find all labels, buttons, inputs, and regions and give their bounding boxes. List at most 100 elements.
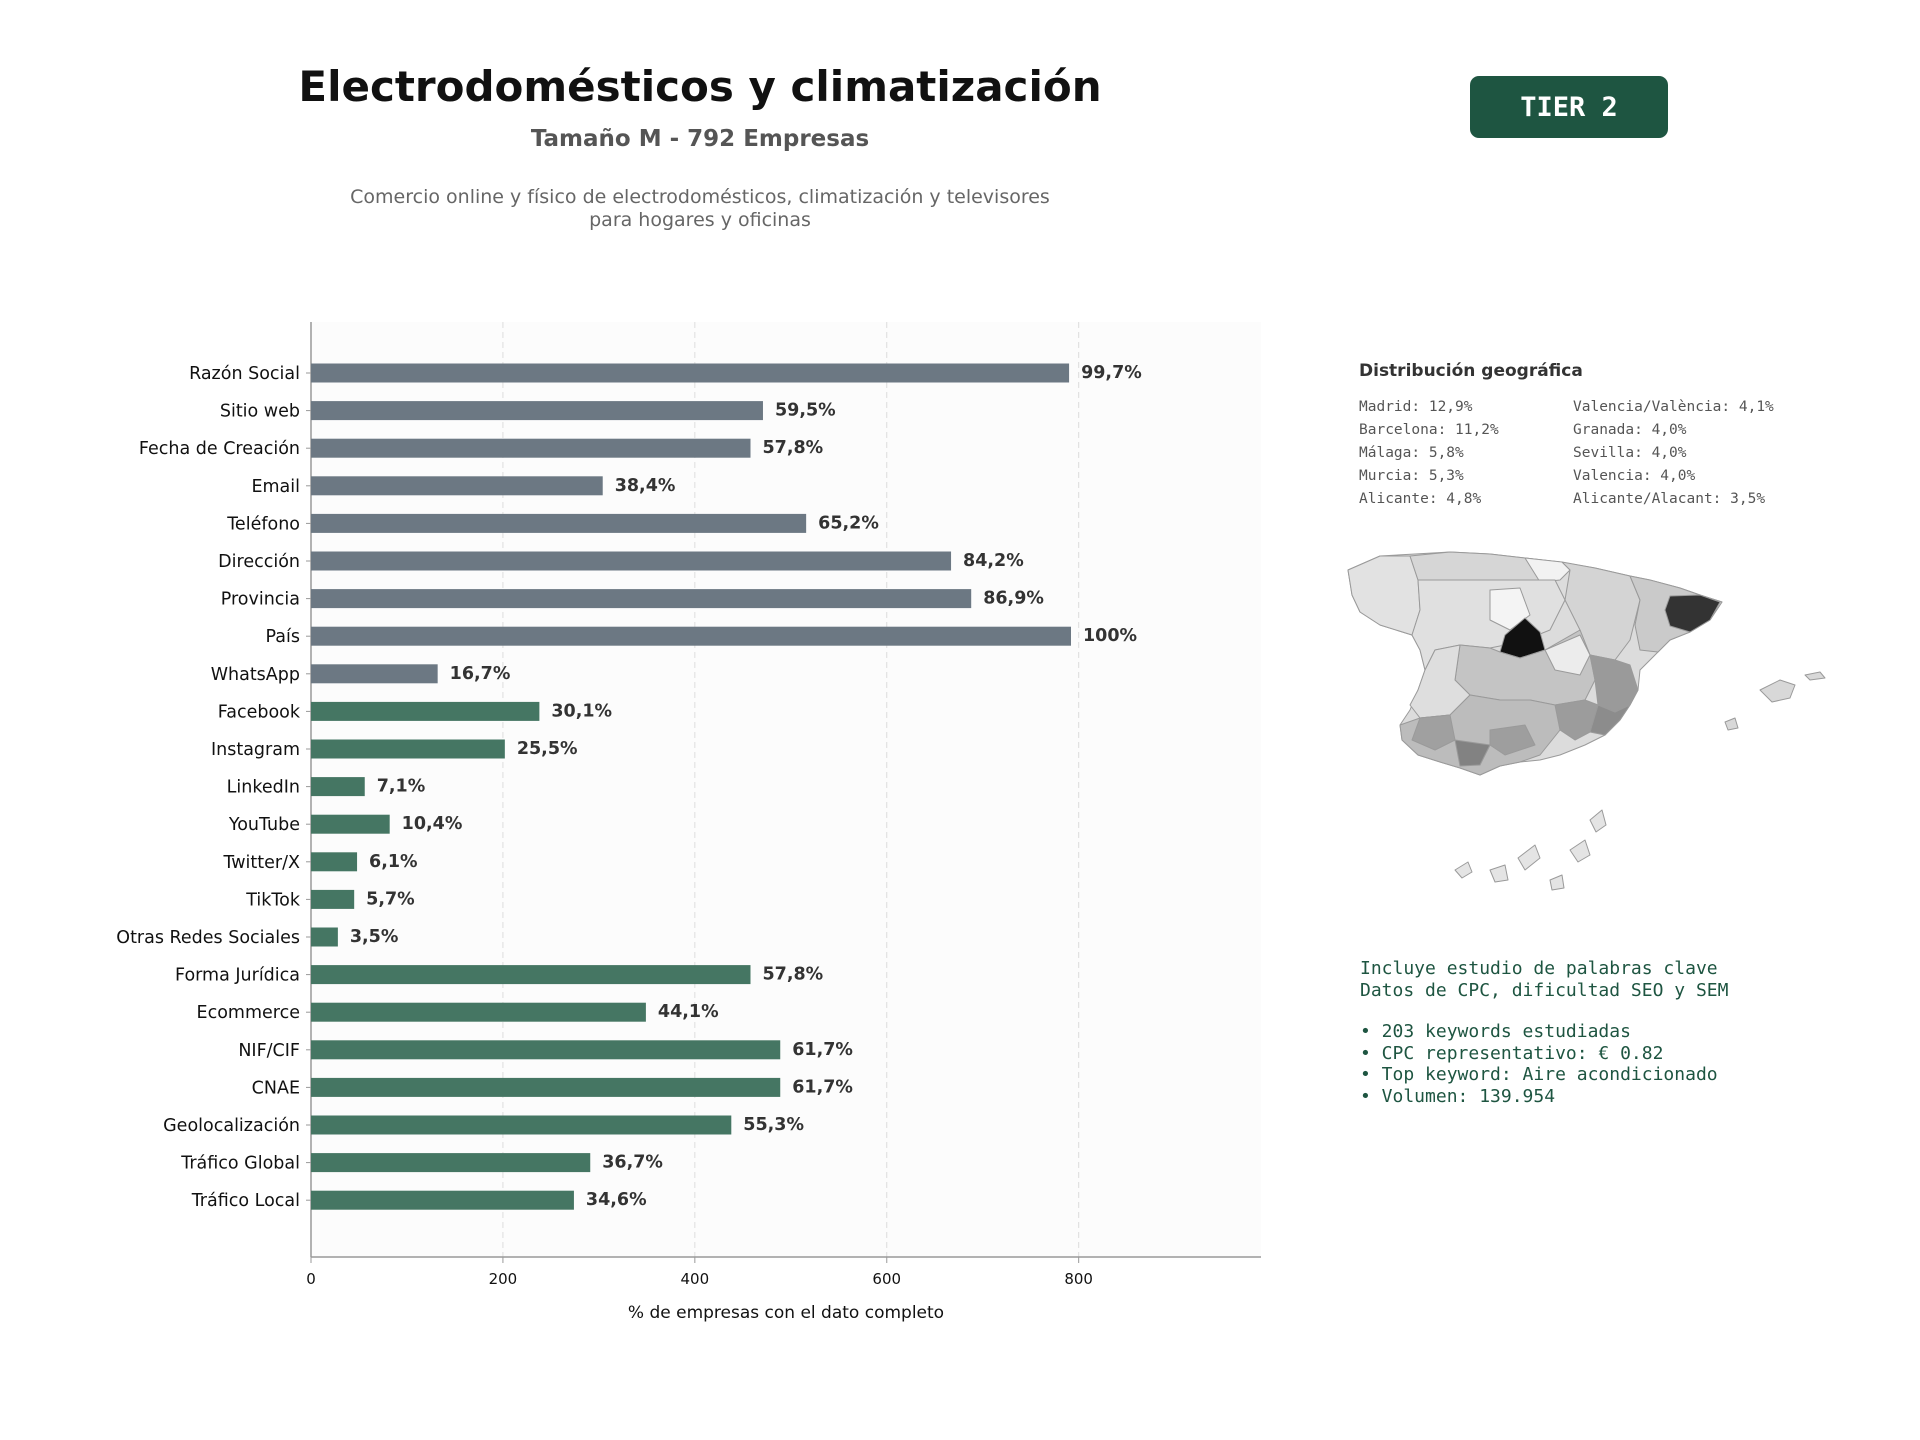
barcelona-province: [1664, 594, 1721, 633]
bar: [311, 551, 952, 571]
completeness-bar-chart: 0 200 400 600 800 % de empresas con el dato c…: [116, 322, 1261, 1323]
bar: [311, 1002, 646, 1022]
data-label: 59,5%: [775, 401, 836, 421]
category-label: Tráfico Global: [180, 1154, 300, 1174]
data-label: 16,7%: [450, 664, 511, 684]
page-subtitle: Tamaño M - 792 Empresas: [530, 126, 870, 152]
data-label: 7,1%: [377, 777, 426, 797]
data-label: 65,2%: [818, 513, 879, 533]
geo-item: Málaga: 5,8%: [1359, 445, 1464, 461]
category-label: CNAE: [252, 1078, 300, 1098]
page-title: Electrodomésticos y climatización: [298, 62, 1102, 111]
bar: [311, 438, 751, 458]
bar: [311, 701, 540, 721]
geo-distribution-list: Madrid: 12,9% Valencia/València: 4,1% Ba…: [1359, 399, 1803, 507]
bar: [311, 814, 390, 834]
data-label: 44,1%: [658, 1002, 719, 1022]
data-label: 5,7%: [366, 889, 415, 909]
x-tick-label: 600: [872, 1270, 901, 1288]
category-label: Teléfono: [226, 514, 300, 534]
pais-vasco-region: [1524, 557, 1571, 583]
category-label: Razón Social: [189, 364, 300, 384]
data-label: 99,7%: [1081, 363, 1142, 383]
data-label: 55,3%: [743, 1115, 804, 1135]
geo-item: Valencia/València: 4,1%: [1573, 399, 1774, 415]
keyword-study-line: Datos de CPC, dificultad SEO y SEM: [1360, 979, 1729, 1001]
category-label: Forma Jurídica: [175, 966, 300, 986]
bar: [311, 1153, 591, 1173]
andalucia-region: [1399, 694, 1561, 776]
bar: [311, 626, 1071, 646]
category-label: Facebook: [218, 702, 301, 722]
bar: [311, 1077, 781, 1097]
bar: [311, 476, 603, 496]
geo-item: Granada: 4,0%: [1573, 422, 1687, 438]
x-tick-label: 800: [1064, 1270, 1093, 1288]
bar: [311, 777, 365, 797]
bar: [311, 1040, 781, 1060]
spain-choropleth-map: [1347, 551, 1826, 891]
bar: [311, 1115, 732, 1135]
data-label: 84,2%: [963, 551, 1024, 571]
x-axis-label: % de empresas con el dato completo: [628, 1303, 944, 1323]
data-label: 25,5%: [517, 739, 578, 759]
minorca-island: [1804, 671, 1826, 681]
category-label: Fecha de Creación: [139, 439, 300, 459]
geo-item: Alicante/Alacant: 3,5%: [1573, 491, 1766, 507]
data-label: 100%: [1083, 626, 1137, 646]
category-label: Twitter/X: [222, 853, 300, 873]
data-label: 57,8%: [762, 965, 823, 985]
keyword-bullet: • Volumen: 139.954: [1360, 1085, 1556, 1107]
tier-badge: TIER 2: [1470, 76, 1668, 138]
data-label: 61,7%: [792, 1077, 853, 1097]
bar: [311, 363, 1070, 383]
category-label: LinkedIn: [227, 778, 300, 798]
granada-province: [1489, 724, 1536, 756]
x-tick-label: 200: [489, 1270, 518, 1288]
category-label: Sitio web: [220, 402, 300, 422]
geo-item: Madrid: 12,9%: [1359, 399, 1473, 415]
category-label: Geolocalización: [163, 1116, 300, 1136]
cuenca-province: [1544, 634, 1591, 676]
category-label: WhatsApp: [211, 665, 300, 685]
x-tick-label: 0: [306, 1270, 316, 1288]
geo-distribution-title: Distribución geográfica: [1359, 361, 1583, 381]
geo-item: Sevilla: 4,0%: [1573, 445, 1687, 461]
bar: [311, 889, 355, 909]
data-label: 34,6%: [586, 1190, 647, 1210]
bar: [311, 739, 505, 759]
x-tick-label: 400: [681, 1270, 710, 1288]
malaga-province: [1454, 739, 1491, 767]
sector-description: Comercio online y físico de electrodomés…: [350, 186, 1050, 231]
geo-item: Barcelona: 11,2%: [1359, 422, 1499, 438]
keyword-bullet: • 203 keywords estudiadas: [1360, 1021, 1631, 1042]
geo-item: Valencia: 4,0%: [1573, 468, 1696, 484]
category-label: Instagram: [211, 740, 300, 760]
data-label: 6,1%: [369, 852, 418, 872]
bar: [311, 401, 763, 421]
bar: [311, 589, 972, 609]
bar: [311, 965, 751, 985]
category-label: TikTok: [245, 890, 301, 910]
category-label: Provincia: [221, 590, 300, 610]
category-label: Dirección: [218, 552, 300, 572]
balearic-islands: [1759, 679, 1796, 703]
geo-item: Murcia: 5,3%: [1359, 468, 1464, 484]
data-label: 10,4%: [402, 814, 463, 834]
keyword-study-block: Incluye estudio de palabras clave Datos …: [1360, 958, 1728, 1107]
canary-islands: [1454, 809, 1607, 891]
data-label: 3,5%: [350, 927, 399, 947]
category-label: NIF/CIF: [238, 1041, 300, 1061]
bar: [311, 852, 358, 872]
bar: [311, 664, 438, 684]
category-label: País: [266, 627, 300, 647]
data-label: 30,1%: [551, 701, 612, 721]
data-label: 61,7%: [792, 1040, 853, 1060]
geo-item: Alicante: 4,8%: [1359, 491, 1482, 507]
category-label: Email: [251, 477, 300, 497]
bar: [311, 513, 807, 533]
galicia-region: [1347, 555, 1421, 636]
keyword-bullet: • Top keyword: Aire acondicionado: [1360, 1064, 1718, 1085]
category-label: Tráfico Local: [191, 1191, 300, 1211]
data-label: 57,8%: [762, 438, 823, 458]
